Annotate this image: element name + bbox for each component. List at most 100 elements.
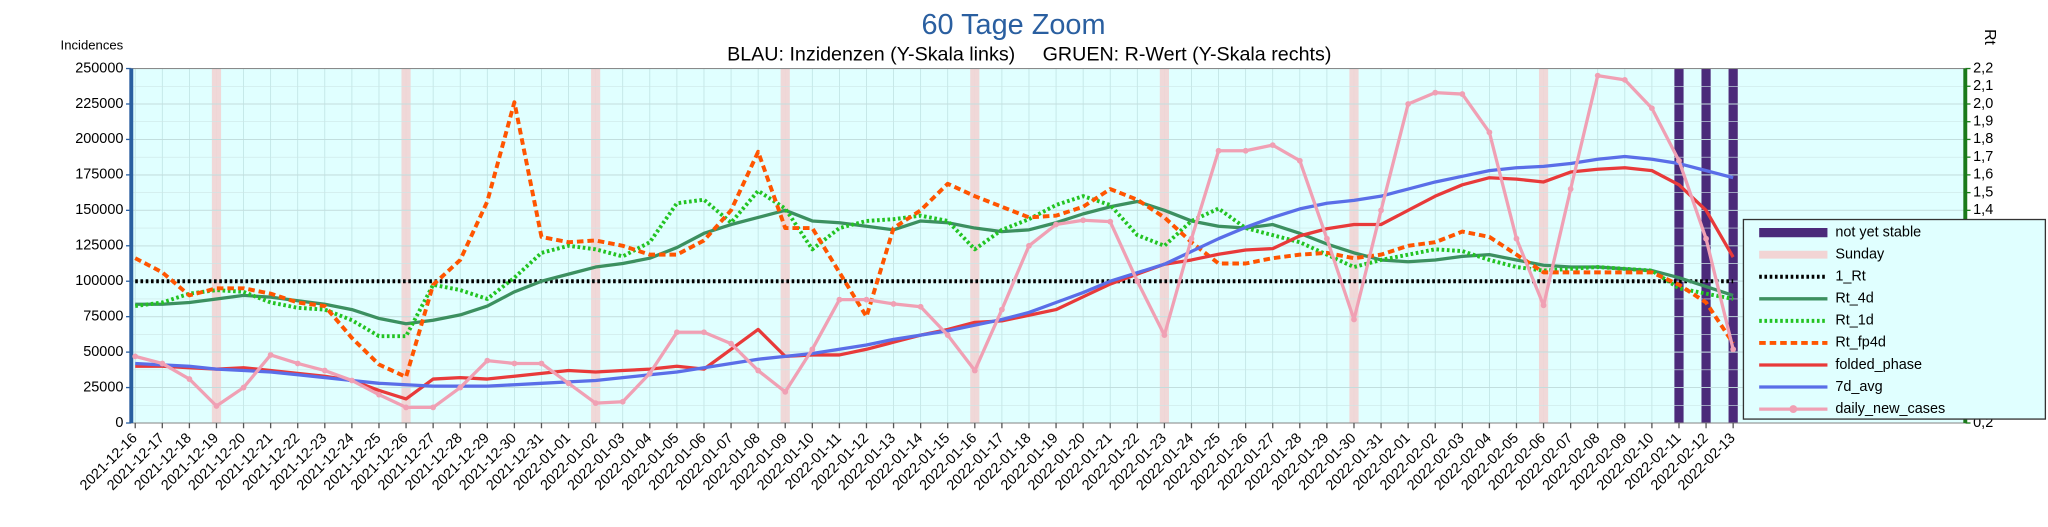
legend-label: not yet stable: [1835, 224, 1921, 240]
y2-tick-label: 1,4: [1973, 202, 1993, 218]
y-tick-label: 175000: [75, 167, 123, 183]
series-marker: [646, 370, 653, 377]
series-marker: [1676, 157, 1682, 164]
y-tick-label: 150000: [75, 202, 123, 218]
series-marker: [728, 340, 734, 347]
series-marker: [1513, 235, 1520, 242]
series-marker: [132, 353, 139, 360]
series-marker: [809, 346, 816, 353]
series-marker: [1215, 147, 1222, 154]
series-marker: [321, 367, 328, 374]
series-line: [134, 73, 1735, 410]
series-marker: [565, 380, 572, 387]
series-marker: [1432, 89, 1439, 96]
series-line: [135, 154, 1734, 388]
series-marker: [484, 357, 491, 364]
series-marker: [1026, 242, 1032, 249]
legend-label: Rt_1d: [1835, 313, 1874, 329]
series-marker: [186, 376, 193, 382]
series-marker: [349, 377, 355, 384]
series-marker: [240, 384, 247, 391]
legend-marker: [1789, 405, 1798, 414]
series-marker: [1053, 221, 1059, 228]
series-marker: [1621, 77, 1628, 83]
series-marker: [213, 403, 220, 409]
series-marker: [294, 360, 301, 367]
legend-label: folded_phase: [1835, 357, 1922, 373]
series-marker: [917, 303, 924, 310]
legend-label: Rt_4d: [1835, 291, 1874, 307]
chart-title: 60 Tage Zoom: [921, 9, 1105, 41]
y-tick-label: 200000: [75, 131, 123, 147]
series-marker: [1486, 129, 1493, 136]
y2-tick-label: 2,2: [1973, 60, 1993, 76]
series-marker: [403, 404, 409, 411]
series-line: [135, 199, 1734, 326]
series-marker: [836, 296, 843, 303]
series-marker: [1351, 316, 1357, 323]
y2-tick-label: 1,5: [1973, 184, 1993, 200]
legend-label: Rt_fp4d: [1835, 335, 1886, 351]
y-tick-label: 225000: [75, 96, 123, 112]
legend-label: daily_new_cases: [1835, 401, 1945, 417]
series-marker: [376, 391, 382, 398]
y2-tick-label: 1,6: [1973, 167, 1993, 183]
series-marker: [592, 400, 599, 407]
series-marker: [674, 329, 680, 336]
series-marker: [1567, 186, 1574, 192]
series-marker: [159, 360, 166, 367]
series-marker: [1540, 302, 1547, 309]
series-marker: [1107, 218, 1114, 225]
y2-axis-label: Rt: [1981, 29, 1998, 45]
y2-tick-label: 1,9: [1973, 114, 1993, 130]
series-marker: [1703, 235, 1709, 242]
series-marker: [1269, 142, 1276, 148]
y-tick-label: 50000: [83, 344, 123, 360]
y2-tick-label: 2,1: [1973, 78, 1993, 94]
y-axis-label: Incidences: [61, 38, 124, 53]
series-marker: [1080, 217, 1087, 224]
chart-subtitle: BLAU: Inzidenzen (Y-Skala links) GRUEN: …: [727, 44, 1331, 66]
series-marker: [619, 398, 626, 405]
series-marker: [782, 388, 789, 395]
y-tick-label: 75000: [83, 308, 123, 324]
series-marker: [457, 384, 464, 391]
series-marker: [538, 360, 545, 367]
y2-tick-label: 1,8: [1973, 131, 1993, 147]
legend-label: 7d_avg: [1835, 379, 1882, 395]
series-marker: [1378, 207, 1384, 214]
series-marker: [1594, 72, 1601, 79]
series-marker: [1324, 235, 1330, 242]
series-marker: [267, 352, 274, 358]
series-marker: [1296, 157, 1303, 164]
y-tick-label: 100000: [75, 273, 123, 289]
series-marker: [1405, 101, 1412, 107]
series-marker: [755, 367, 762, 374]
series-line: [134, 100, 1735, 379]
series-marker: [1161, 332, 1168, 338]
series-marker: [999, 306, 1005, 313]
series-marker: [971, 367, 978, 374]
y-tick-label: 25000: [83, 379, 123, 395]
y-tick-label: 250000: [75, 60, 123, 76]
series-marker: [944, 332, 951, 338]
y2-tick-label: 1,7: [1973, 149, 1993, 165]
legend-box: [1742, 218, 2047, 420]
y-tick-label: 0: [115, 415, 123, 431]
series-marker: [511, 360, 518, 367]
legend-label: Sunday: [1835, 247, 1885, 263]
series-marker: [890, 301, 897, 307]
series-marker: [701, 329, 707, 336]
legend-label: 1_Rt: [1835, 269, 1866, 285]
series-marker: [1649, 105, 1655, 112]
series-marker: [1134, 278, 1141, 285]
series-marker: [1730, 346, 1737, 353]
y-tick-label: 125000: [75, 238, 123, 254]
series-marker: [1242, 147, 1249, 154]
y2-tick-label: 2,0: [1973, 96, 1993, 112]
series-marker: [1188, 235, 1195, 242]
series-marker: [863, 296, 870, 303]
series-marker: [430, 404, 437, 411]
